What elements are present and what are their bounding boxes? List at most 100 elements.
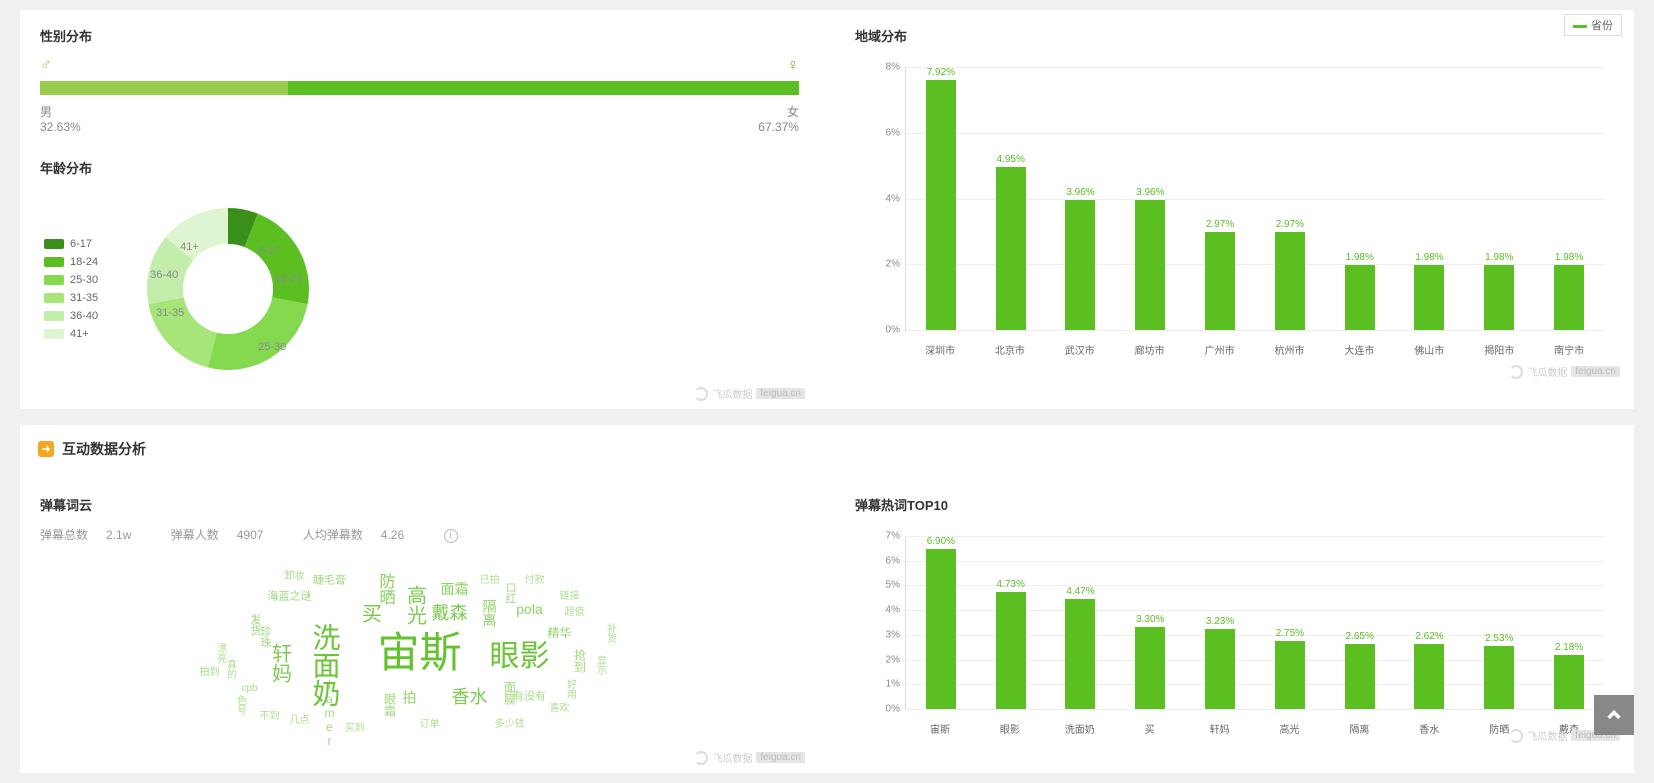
bar-col[interactable]: 3.30%	[1115, 536, 1185, 709]
bar-rect	[1484, 265, 1514, 330]
legend-item[interactable]: 41+	[44, 328, 98, 340]
x-label: 武汉市	[1045, 342, 1115, 357]
bar-col[interactable]: 6.90%	[906, 536, 976, 709]
bar-col[interactable]: 1.98%	[1395, 67, 1465, 330]
wc-word: lamer	[324, 678, 336, 748]
bar-col[interactable]: 4.95%	[976, 67, 1046, 330]
age-donut: 6-1718-2425-3031-3536-4041+	[128, 189, 328, 389]
legend-item[interactable]: 25-30	[44, 274, 98, 286]
male-icon: ♂	[40, 57, 52, 75]
x-label: 洗面奶	[1045, 721, 1115, 736]
bar-rect	[926, 549, 956, 709]
bar-value: 4.95%	[997, 154, 1025, 165]
bar-value: 2.97%	[1276, 219, 1304, 230]
bar-col[interactable]: 4.73%	[976, 536, 1046, 709]
bar-col[interactable]: 1.98%	[1464, 67, 1534, 330]
donut-label: 18-24	[274, 273, 302, 285]
bar-value: 1.98%	[1415, 252, 1443, 263]
wordcloud-title: 弹幕词云	[40, 495, 799, 514]
region-panel: 地域分布 省份 0%2%4%6%8%7.92%4.95%3.96%3.96%2.…	[835, 10, 1634, 409]
bar-rect	[996, 167, 1026, 330]
wc-word: 有没有	[513, 692, 546, 703]
bar-rect	[1484, 646, 1514, 709]
bar-col[interactable]: 2.53%	[1464, 536, 1534, 709]
wc-word: 隔离	[483, 599, 497, 627]
gender-age-panel: 性别分布 ♂ ♀ 男 32.63% 女 67.37% 年龄分布 6-1718-2…	[20, 10, 819, 409]
x-label: 轩妈	[1185, 721, 1255, 736]
bar-value: 3.23%	[1206, 616, 1234, 627]
bar-value: 3.96%	[1136, 187, 1164, 198]
bar-rect	[1554, 655, 1584, 709]
bar-col[interactable]: 1.98%	[1534, 67, 1604, 330]
bar-value: 2.65%	[1346, 631, 1374, 642]
legend-item[interactable]: 6-17	[44, 238, 98, 250]
region-chart: 0%2%4%6%8%7.92%4.95%3.96%3.96%2.97%2.97%…	[855, 57, 1614, 357]
wc-word: 好用	[565, 679, 575, 699]
bar-rect	[1205, 232, 1235, 330]
region-legend[interactable]: 省份	[1564, 14, 1622, 36]
wc-word: 珍珠	[259, 626, 270, 648]
wc-word: 漂亮	[215, 643, 225, 663]
donut-label: 25-30	[258, 341, 286, 353]
wc-word: 眼影	[490, 642, 550, 672]
bar-col[interactable]: 2.75%	[1255, 536, 1325, 709]
bar-value: 2.62%	[1415, 631, 1443, 642]
legend-item[interactable]: 36-40	[44, 310, 98, 322]
wc-word: 买到	[345, 724, 365, 734]
gender-bar	[40, 81, 799, 95]
bar-value: 2.53%	[1485, 633, 1513, 644]
bar-rect	[1414, 644, 1444, 709]
bar-value: 1.98%	[1346, 252, 1374, 263]
bar-value: 2.75%	[1276, 628, 1304, 639]
hotwords-title: 弹幕热词TOP10	[855, 495, 1614, 514]
legend-item[interactable]: 18-24	[44, 256, 98, 268]
region-title: 地域分布	[855, 26, 1614, 45]
info-icon[interactable]: i	[444, 529, 458, 543]
donut-label: 36-40	[150, 269, 178, 281]
legend-item[interactable]: 31-35	[44, 292, 98, 304]
bar-col[interactable]: 1.98%	[1325, 67, 1395, 330]
female-pct: 67.37%	[758, 120, 799, 134]
x-label: 杭州市	[1255, 342, 1325, 357]
x-label: 高光	[1255, 721, 1325, 736]
bar-value: 7.92%	[927, 67, 955, 78]
wc-word: 多少钱	[495, 720, 525, 730]
x-label: 南宁市	[1534, 342, 1604, 357]
watermark-3: 飞瓜数据 feigua.cn	[694, 750, 805, 765]
wc-word: 拍到	[200, 668, 220, 678]
bar-col[interactable]: 2.97%	[1185, 67, 1255, 330]
wordcloud-panel: 弹幕词云 弹幕总数2.1w 弹幕人数4907 人均弹幕数4.26 i 宙斯眼影洗…	[20, 479, 819, 773]
wc-word: 付款	[525, 576, 545, 586]
bar-col[interactable]: 2.62%	[1395, 536, 1465, 709]
watermark-2: 飞瓜数据 feigua.cn	[1509, 364, 1620, 379]
bar-value: 4.73%	[997, 579, 1025, 590]
wc-word: 睫毛膏	[313, 576, 346, 587]
bar-rect	[1345, 644, 1375, 709]
wc-word: 面霜	[441, 582, 469, 596]
bar-rect	[1205, 629, 1235, 709]
x-label: 买	[1115, 721, 1185, 736]
bar-col[interactable]: 2.65%	[1325, 536, 1395, 709]
bar-col[interactable]: 2.18%	[1534, 536, 1604, 709]
bar-col[interactable]: 2.97%	[1255, 67, 1325, 330]
bar-col[interactable]: 3.23%	[1185, 536, 1255, 709]
bar-col[interactable]: 7.92%	[906, 67, 976, 330]
scroll-top-button[interactable]	[1594, 695, 1634, 735]
wc-word: 补货	[605, 623, 615, 643]
wc-word: 香水	[452, 688, 488, 706]
wc-word: 真的	[225, 659, 235, 679]
bar-col[interactable]: 3.96%	[1046, 67, 1116, 330]
wc-word: 超值	[565, 608, 585, 618]
wc-word: 精华	[547, 627, 571, 639]
bar-rect	[1065, 599, 1095, 709]
gender-title: 性别分布	[40, 26, 799, 45]
bar-value: 1.98%	[1485, 252, 1513, 263]
wordcloud: 宙斯眼影洗面奶轩妈高光买戴森香水防晒面霜pola隔离精华海蓝之谜睫毛膏发货珍珠卸…	[170, 553, 670, 753]
x-label: 宙斯	[905, 721, 975, 736]
x-label: 廊坊市	[1115, 342, 1185, 357]
bar-col[interactable]: 4.47%	[1046, 536, 1116, 709]
bar-col[interactable]: 3.96%	[1115, 67, 1185, 330]
wc-word: 喜欢	[550, 704, 570, 714]
wc-word: 拍	[403, 690, 417, 704]
x-label: 北京市	[975, 342, 1045, 357]
